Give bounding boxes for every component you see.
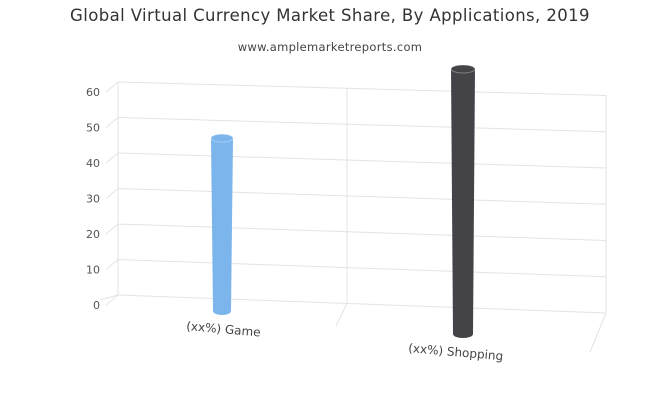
grid-line <box>117 294 607 314</box>
y-tick-label: 60 <box>86 86 100 99</box>
y-axis: 0 10 20 30 40 50 60 <box>86 86 100 312</box>
bar-layer <box>210 64 476 338</box>
grid-line-side <box>105 259 119 270</box>
bar-game[interactable] <box>210 133 234 315</box>
grid-line-side <box>105 81 119 93</box>
grid-line <box>117 152 607 169</box>
y-tick-label: 20 <box>86 228 100 241</box>
floor-edge <box>99 294 119 301</box>
chart-subtitle: www.amplemarketreports.com <box>237 40 423 54</box>
grid-line <box>117 223 607 241</box>
grid-line <box>117 188 607 205</box>
grid-line-side <box>105 117 119 128</box>
bar-cap <box>210 133 234 143</box>
grid-line <box>117 259 607 278</box>
y-tick-label: 10 <box>86 264 100 277</box>
bar-shopping[interactable] <box>450 64 476 338</box>
floor-edge <box>589 312 607 353</box>
y-tick-label: 40 <box>86 157 100 170</box>
grid-line-side <box>105 223 119 235</box>
bar-cap <box>450 64 476 74</box>
x-category-label: (xx%) Game <box>186 319 261 339</box>
grid-line <box>117 81 607 96</box>
grid-line-side <box>105 294 119 306</box>
x-category-label: (xx%) Shopping <box>408 341 504 363</box>
grid-line <box>117 117 607 133</box>
y-tick-label: 50 <box>86 122 100 135</box>
grid-line-side <box>105 188 119 199</box>
y-tick-label: 30 <box>86 193 100 206</box>
grid-layer <box>99 81 607 353</box>
chart-title: Global Virtual Currency Market Share, By… <box>70 6 590 25</box>
bar-body <box>451 69 475 338</box>
bar-body <box>211 138 233 315</box>
floor-divider <box>335 303 348 327</box>
y-tick-label: 0 <box>93 299 100 312</box>
grid-line-side <box>105 152 119 164</box>
